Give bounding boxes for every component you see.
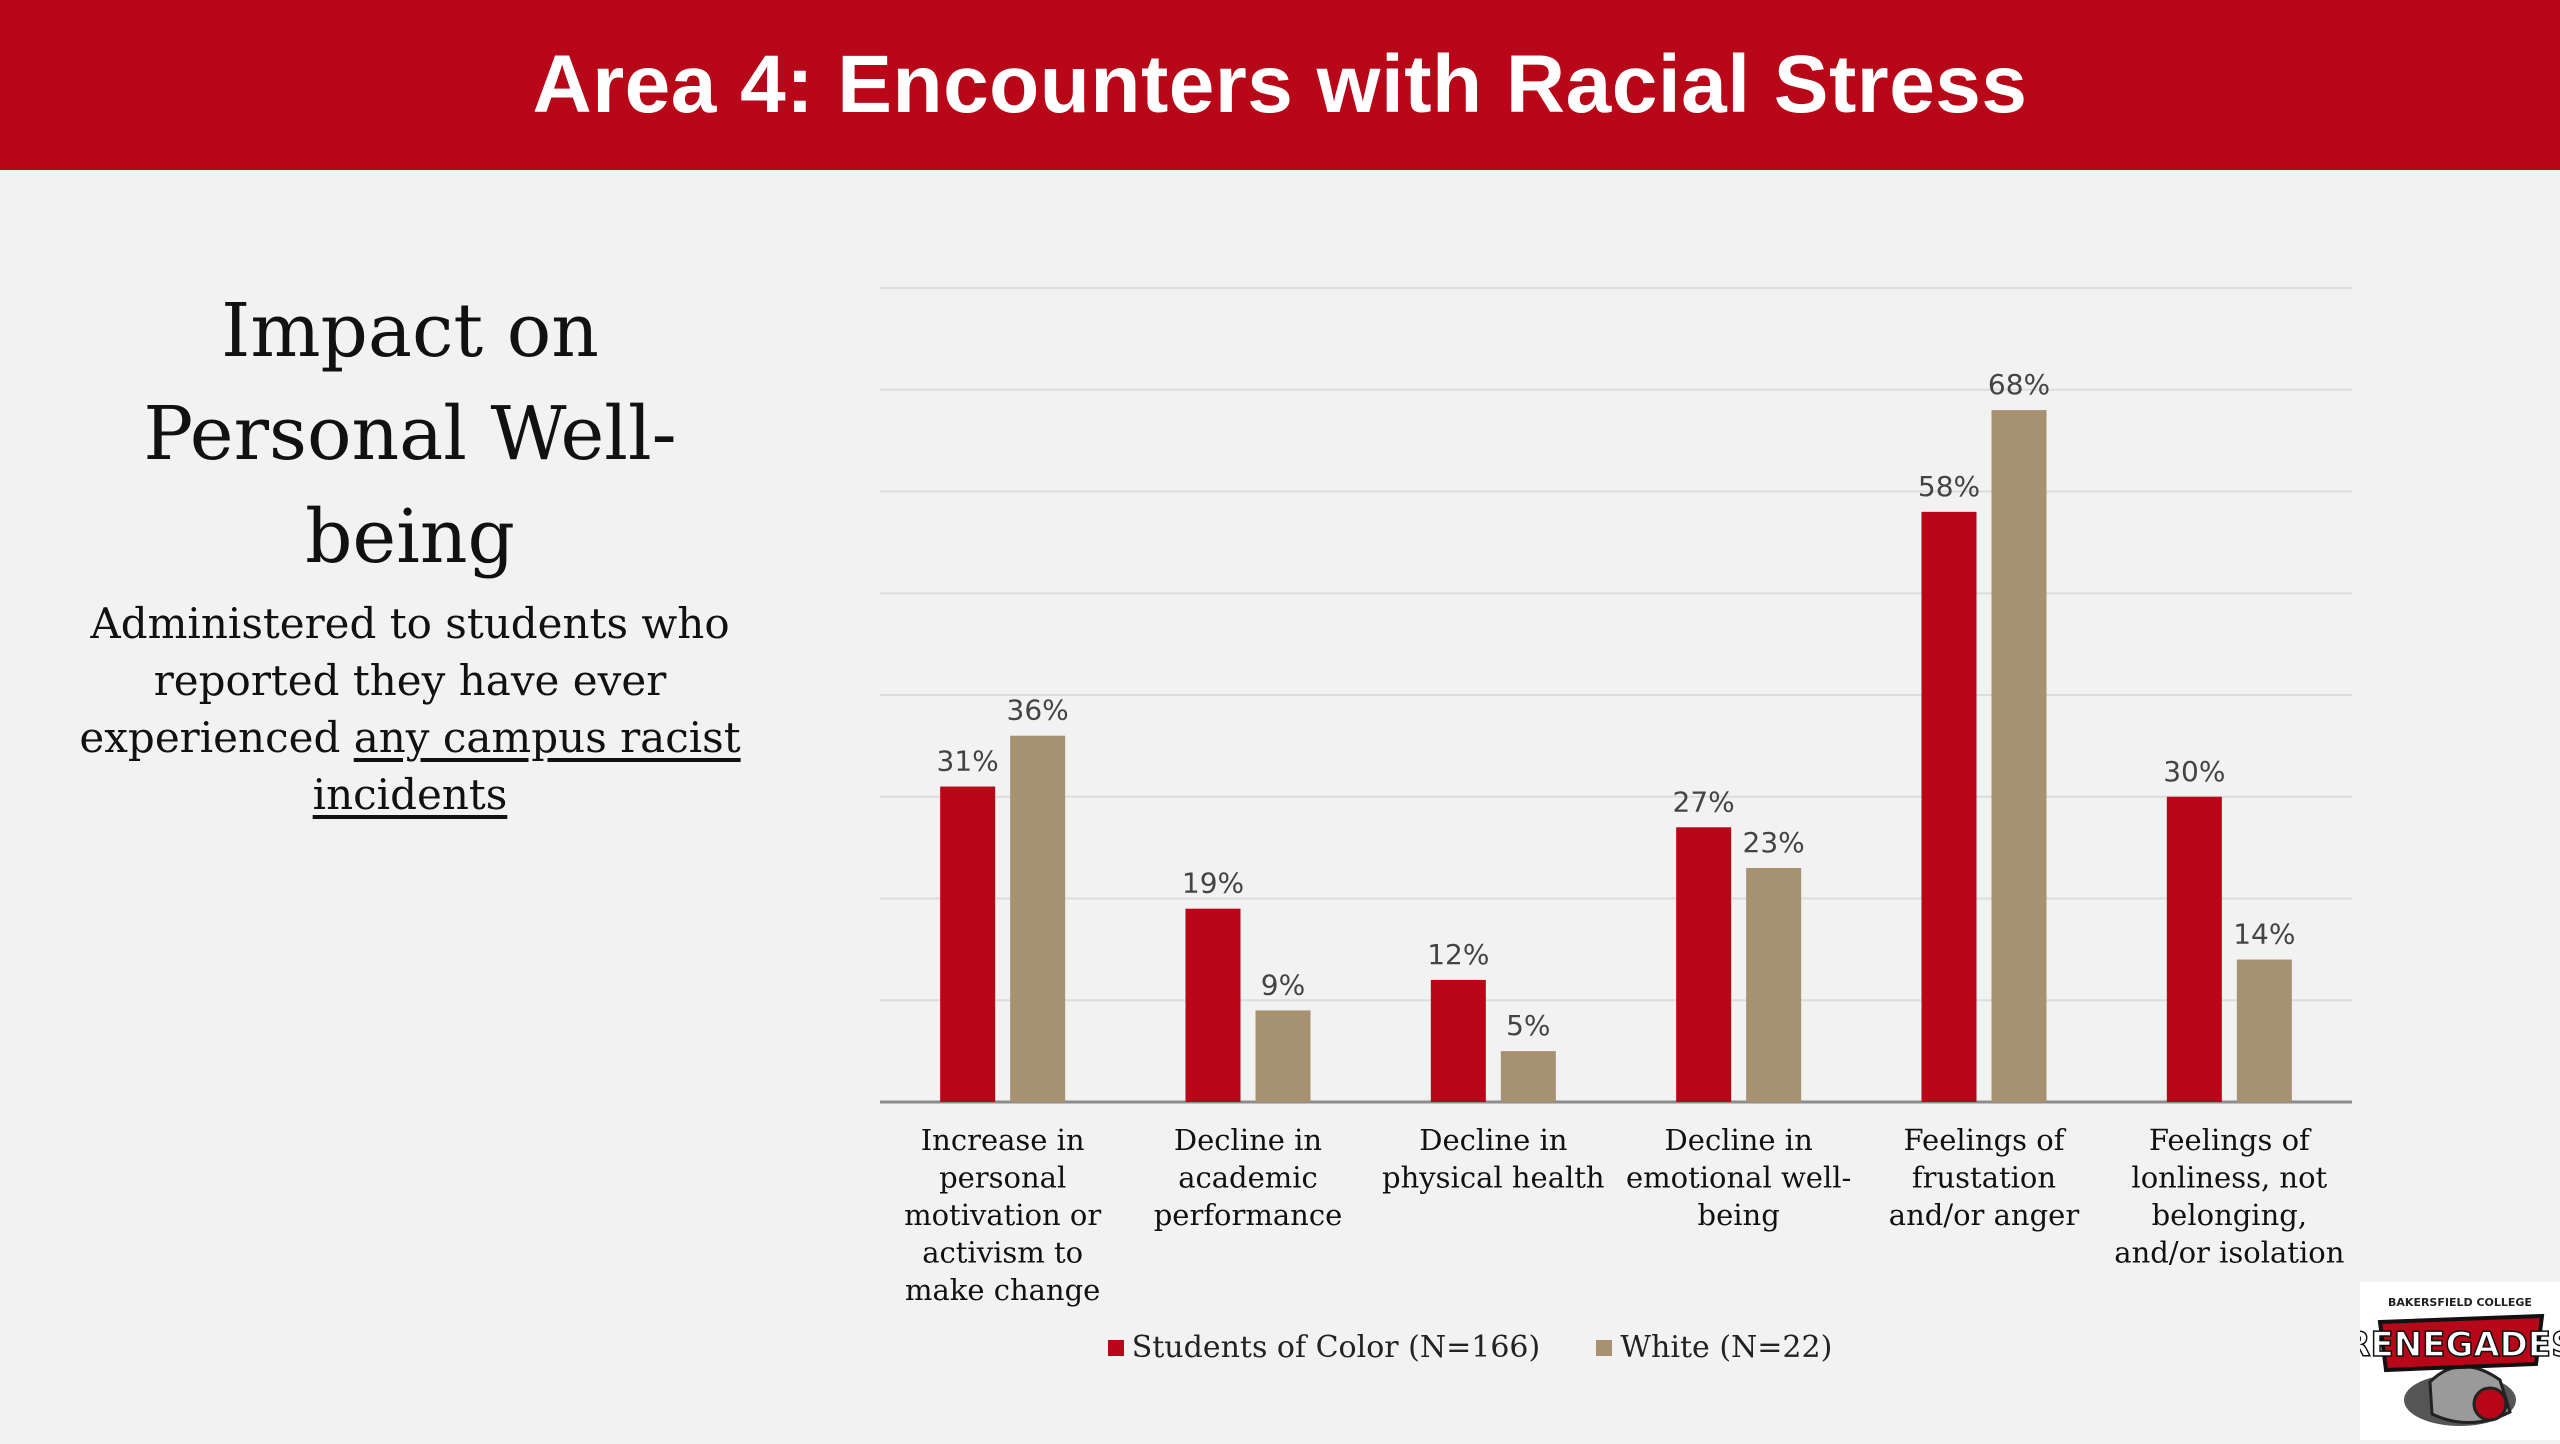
logo-text-main: RENEGADES [2360, 1325, 2560, 1365]
bar-white-4 [1991, 410, 2047, 1103]
page-title: Area 4: Encounters with Racial Stress [532, 39, 2028, 130]
data-label-white-5: 14% [2233, 918, 2295, 951]
data-label-students-of-color-3: 27% [1673, 785, 1735, 818]
category-label-line: academic [1178, 1161, 1318, 1195]
category-label-0: Increase in personal motivation or activism… [904, 1123, 1101, 1307]
category-label-line: Decline in [1174, 1123, 1322, 1157]
category-label-4: Feelings of frustation and/or anger [1889, 1123, 2080, 1232]
category-label-line: Decline in [1665, 1123, 1813, 1157]
bar-students-of-color-3 [1676, 827, 1732, 1102]
legend-label-white: White (N=22) [1620, 1330, 1833, 1365]
data-labels: 31%36% 19% 9% 12% 5% 27%23% 58% 68% 30% 14% [937, 368, 2296, 1042]
data-label-white-2: 5% [1506, 1009, 1550, 1042]
data-label-students-of-color-4: 58% [1918, 470, 1980, 503]
renegades-logo: BAKERSFIELD COLLEGE RENEGADES [2344, 1282, 2560, 1440]
title-banner: Area 4: Encounters with Racial Stress [0, 0, 2560, 170]
legend-item-white: White (N=22) [1596, 1330, 1832, 1365]
category-label-line: belonging, [2152, 1198, 2307, 1232]
bar-white-3 [1746, 867, 1802, 1102]
data-label-white-0: 36% [1007, 694, 1069, 727]
category-label-line: being [1698, 1198, 1780, 1232]
data-label-students-of-color-1: 19% [1182, 867, 1244, 900]
category-label-line: make change [905, 1273, 1100, 1307]
gridlines [880, 287, 2352, 1104]
data-label-students-of-color-5: 30% [2163, 755, 2225, 788]
category-label-1: Decline in academic performance [1154, 1123, 1343, 1232]
category-label-line: and/or anger [1889, 1198, 2080, 1232]
legend-label-students-of-color: Students of Color (N=166) [1131, 1330, 1541, 1365]
category-label-line: Feelings of [2149, 1123, 2312, 1157]
section-title: Impact on Personal Well-being [143, 288, 677, 580]
legend-item-students-of-color: Students of Color (N=166) [1107, 1330, 1541, 1365]
bar-white-5 [2236, 959, 2292, 1102]
category-label-line: physical health [1382, 1161, 1605, 1195]
category-label-line: personal [939, 1161, 1066, 1195]
category-label-5: Feelings of lonliness, not belonging, and/o… [2114, 1123, 2344, 1270]
bar-students-of-color-0 [940, 786, 996, 1102]
chart-legend: Students of Color (N=166) White (N=22) [0, 1330, 2560, 1365]
data-label-students-of-color-0: 31% [937, 745, 999, 778]
left-panel: Impact on Personal Well-being Administer… [60, 280, 760, 823]
bar-white-0 [1010, 735, 1066, 1102]
category-label-line: motivation or [904, 1198, 1101, 1232]
bar-students-of-color-4 [1921, 511, 1977, 1103]
legend-swatch-white [1596, 1339, 1613, 1356]
category-label-line: Decline in [1419, 1123, 1567, 1157]
bar-students-of-color-1 [1185, 908, 1241, 1102]
data-label-white-1: 9% [1261, 968, 1305, 1001]
category-label-2: Decline in physical health [1382, 1123, 1605, 1195]
category-label-line: emotional well- [1626, 1161, 1851, 1195]
bars [940, 410, 2292, 1103]
logo-graphic: BAKERSFIELD COLLEGE RENEGADES [2344, 1296, 2560, 1426]
subtitle-text: Administered to students who reported th… [79, 599, 730, 762]
category-label-3: Decline in emotional well-being [1626, 1123, 1851, 1232]
category-labels: Increase in personal motivation or activism… [904, 1123, 2344, 1307]
data-label-white-3: 23% [1743, 826, 1805, 859]
category-label-line: Feelings of [1904, 1123, 2067, 1157]
bar-white-1 [1255, 1010, 1311, 1102]
data-label-students-of-color-2: 12% [1427, 938, 1489, 971]
subtitle-underlined-text: any campus racist incidents [312, 713, 741, 819]
logo-text-top: BAKERSFIELD COLLEGE [2388, 1296, 2532, 1309]
category-label-line: performance [1154, 1198, 1343, 1232]
section-subtitle: Administered to students who reported th… [60, 595, 760, 823]
legend-swatch-students-of-color [1107, 1339, 1124, 1356]
bar-white-2 [1500, 1051, 1556, 1102]
category-label-line: Increase in [921, 1123, 1085, 1157]
category-label-line: and/or isolation [2114, 1236, 2344, 1270]
category-label-line: activism to [922, 1236, 1083, 1270]
category-label-line: lonliness, not [2131, 1161, 2327, 1195]
bar-students-of-color-2 [1430, 979, 1486, 1102]
data-label-white-4: 68% [1988, 368, 2050, 401]
category-label-line: frustation [1912, 1161, 2056, 1195]
bar-students-of-color-5 [2166, 796, 2222, 1102]
